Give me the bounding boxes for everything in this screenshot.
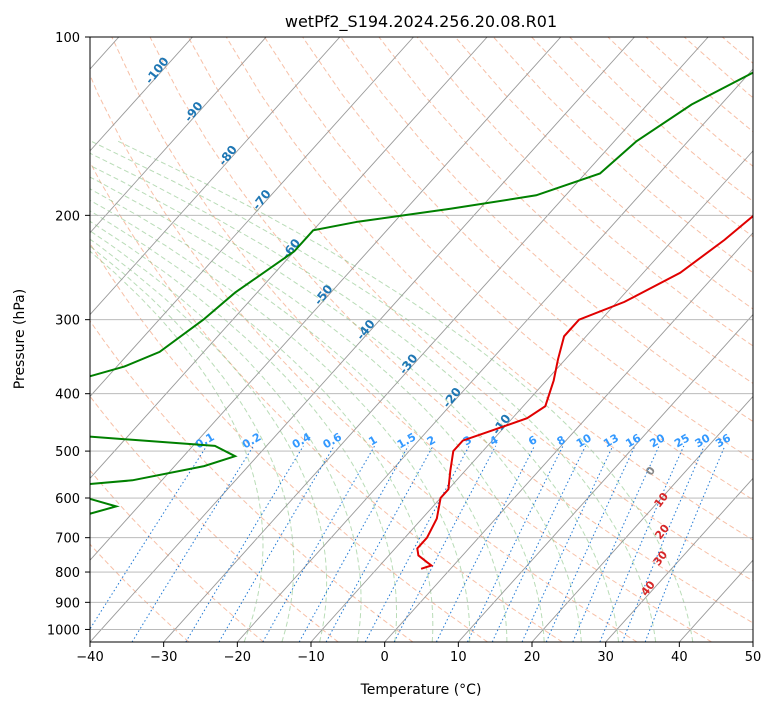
x-tick-label: 10: [450, 650, 467, 665]
y-axis-label: Pressure (hPa): [12, 289, 28, 389]
isotherm: [457, 313, 753, 642]
y-tick-label: 400: [55, 388, 80, 403]
x-axis-ticks: −40 −30 −20 −10 0 10 20 30 40 50: [76, 642, 761, 665]
mixing-ratio-line: [131, 445, 254, 642]
sounding-profiles: [90, 71, 753, 570]
x-tick-label: −40: [76, 650, 103, 665]
y-tick-label: 100: [55, 31, 80, 46]
x-tick-label: −10: [297, 650, 324, 665]
y-tick-label: 600: [55, 492, 80, 507]
mixing-ratio-line: [90, 445, 208, 630]
plot-area: [90, 37, 753, 642]
dry-adiabat: [187, 37, 753, 582]
mixing-ratio-line: [599, 445, 685, 642]
chart-title: wetPf2_S194.2024.256.20.08.R01: [285, 12, 557, 32]
x-tick-label: 0: [381, 650, 389, 665]
dry-adiabat: [111, 37, 712, 642]
isotherm: [90, 37, 635, 642]
isotherm: [90, 37, 193, 152]
isotherm: [605, 477, 753, 642]
y-tick-label: 800: [55, 566, 80, 581]
y-tick-label: 1000: [47, 623, 80, 638]
x-tick-label: 20: [524, 650, 541, 665]
isotherm: [163, 37, 709, 642]
mixing-ratio-line: [572, 445, 660, 642]
dry-adiabat: [264, 37, 753, 501]
dry-adiabat: [90, 242, 488, 642]
x-tick-label: −30: [150, 650, 177, 665]
isotherm: [90, 37, 488, 479]
mixing-ratio-line: [218, 445, 335, 642]
mixing-ratio-line: [435, 445, 535, 642]
mixing-ratio-line: [467, 445, 564, 642]
dewpoint-profile: [90, 71, 753, 515]
y-tick-label: 700: [55, 532, 80, 547]
x-tick-label: 40: [671, 650, 688, 665]
x-axis-label: Temperature (°C): [360, 682, 482, 698]
isotherm: [531, 395, 753, 642]
isotherm: [752, 641, 753, 642]
dry-adiabat: [149, 37, 753, 624]
mixing-ratio-line: [325, 445, 434, 642]
mixing-ratio-line: [393, 445, 497, 642]
dry-adiabat: [225, 37, 753, 541]
isotherm: [310, 150, 753, 642]
temperature-profile: [416, 214, 753, 570]
y-tick-label: 200: [55, 209, 80, 224]
dry-adiabat: [454, 37, 753, 310]
dry-adiabat: [90, 73, 638, 642]
isotherm: [90, 37, 341, 316]
mixing-ratio-line: [298, 445, 409, 642]
isotherm: [236, 68, 753, 642]
isotherm: [384, 232, 753, 642]
mixing-ratio-line: [491, 445, 587, 642]
y-tick-label: 500: [55, 445, 80, 460]
plot-frame: [89, 36, 754, 643]
isotherm: [90, 37, 414, 398]
background-lines: [90, 37, 753, 642]
dry-adiabat: [340, 37, 753, 423]
mixing-ratio-line: [185, 445, 304, 642]
dry-adiabat: [90, 161, 563, 642]
x-tick-label: −20: [224, 650, 251, 665]
isotherm: [90, 37, 562, 561]
x-tick-label: 50: [745, 650, 762, 665]
y-tick-label: 900: [55, 596, 80, 611]
isotherm: [90, 37, 267, 234]
x-tick-label: 30: [597, 650, 614, 665]
y-axis-ticks: 100 200 300 400 500 600 700 800 900 1000: [47, 31, 90, 638]
dry-adiabat: [90, 469, 264, 642]
y-tick-label: 300: [55, 314, 80, 329]
